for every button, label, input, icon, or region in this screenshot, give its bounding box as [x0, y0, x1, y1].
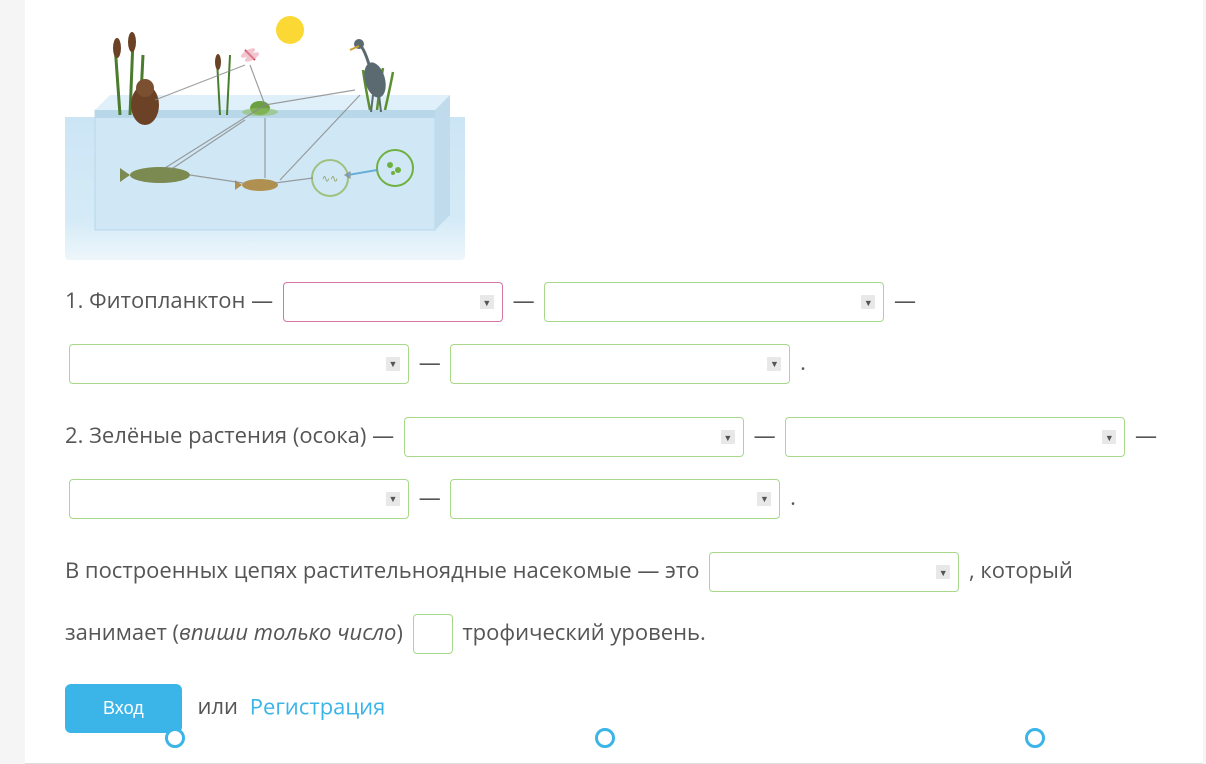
content-card: ∿∿ [25, 0, 1203, 764]
chevron-down-icon: ▼ [936, 565, 950, 579]
chevron-down-icon: ▼ [386, 357, 400, 371]
q3-part4: трофический уровень. [462, 617, 705, 647]
chevron-down-icon: ▼ [386, 492, 400, 506]
chevron-down-icon: ▼ [757, 492, 771, 506]
chevron-down-icon: ▼ [721, 430, 735, 444]
q3-part1: В построенных цепях растительноядные нас… [65, 555, 705, 585]
q2-sep-3: — [1135, 420, 1157, 450]
question-3: В построенных цепях растительноядные нас… [65, 540, 1163, 663]
q1-prefix: 1. [65, 285, 89, 315]
login-section: Вход или Регистрация [25, 664, 1203, 733]
sun-icon [276, 16, 304, 44]
chevron-down-icon: ▼ [480, 295, 494, 309]
bottom-decoration [0, 732, 1206, 738]
q2-dropdown-3[interactable]: ▼ [69, 479, 409, 519]
q1-first-item: Фитопланктон [89, 285, 245, 315]
question-section: 1. Фитопланктон — ▼ — ▼ — ▼ — ▼ . 2. Зел… [25, 260, 1203, 664]
question-1-line-1: 1. Фитопланктон — ▼ — ▼ — [65, 270, 1163, 332]
circle-icon [1025, 728, 1045, 748]
q2-first-item: Зелёные растения (осока) [89, 420, 366, 450]
chevron-down-icon: ▼ [767, 357, 781, 371]
login-button[interactable]: Вход [65, 684, 182, 733]
svg-text:∿∿: ∿∿ [322, 171, 339, 185]
circle-icon [165, 728, 185, 748]
q3-dropdown[interactable]: ▼ [709, 552, 959, 592]
small-fish [242, 179, 278, 191]
q3-part3: ) [396, 617, 408, 647]
ecosystem-diagram: ∿∿ [65, 0, 465, 260]
question-2-line-1: 2. Зелёные растения (осока) — ▼ — ▼ — [65, 405, 1163, 467]
q2-sep-1: — [366, 420, 399, 450]
question-1-line-2: ▼ — ▼ . [65, 332, 1163, 394]
q3-italic: впиши только число [179, 617, 396, 647]
question-2-line-2: ▼ — ▼ . [65, 467, 1163, 529]
chevron-down-icon: ▼ [1102, 430, 1116, 444]
chevron-down-icon: ▼ [861, 295, 875, 309]
q2-period: . [790, 482, 796, 512]
q1-dropdown-2[interactable]: ▼ [544, 282, 884, 322]
q2-sep-4: — [419, 482, 447, 512]
q1-dropdown-1[interactable]: ▼ [283, 282, 503, 322]
q2-dropdown-4[interactable]: ▼ [450, 479, 780, 519]
circle-icon [595, 728, 615, 748]
q1-dropdown-3[interactable]: ▼ [69, 344, 409, 384]
register-link[interactable]: Регистрация [250, 691, 386, 721]
q2-dropdown-2[interactable]: ▼ [785, 417, 1125, 457]
q1-period: . [800, 347, 806, 377]
or-text: или [197, 691, 238, 721]
q1-sep-1: — [245, 285, 278, 315]
number-input[interactable] [413, 614, 453, 654]
q2-dropdown-1[interactable]: ▼ [404, 417, 744, 457]
dragonfly [240, 46, 261, 63]
q2-prefix: 2. [65, 420, 89, 450]
q1-dropdown-4[interactable]: ▼ [450, 344, 790, 384]
q1-sep-4: — [419, 347, 447, 377]
q1-sep-3: — [894, 285, 916, 315]
q1-sep-2: — [513, 285, 541, 315]
image-container: ∿∿ [25, 0, 1203, 260]
q2-sep-2: — [754, 420, 782, 450]
